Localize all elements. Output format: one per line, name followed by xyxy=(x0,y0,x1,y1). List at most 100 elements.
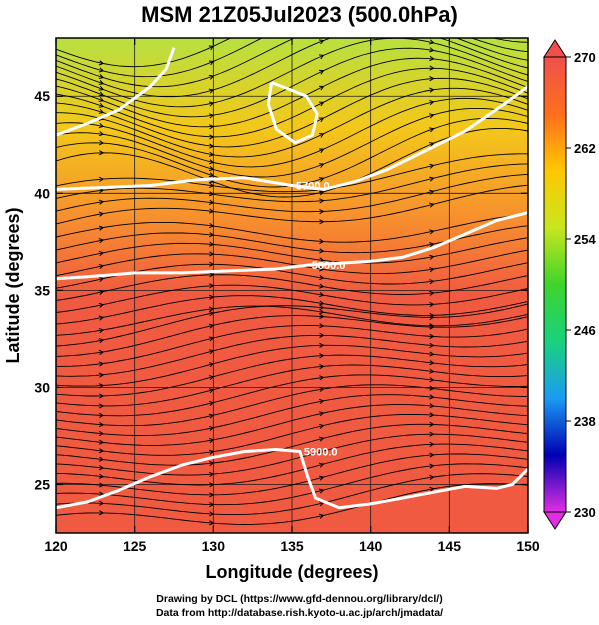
height-contour xyxy=(56,47,176,137)
colorbar-tick-label: 230 xyxy=(574,505,596,520)
streamline xyxy=(56,473,528,516)
streamline-arrow xyxy=(429,142,435,148)
streamline-arrow xyxy=(429,368,435,374)
streamline xyxy=(56,295,528,325)
streamline-arrow xyxy=(429,452,435,458)
streamline-arrow xyxy=(209,261,215,267)
streamline-arrow xyxy=(429,474,435,481)
streamline xyxy=(56,97,528,168)
height-contour xyxy=(56,448,528,510)
streamline-arrow xyxy=(98,456,105,462)
streamline xyxy=(56,394,528,436)
colorbar-scale xyxy=(543,56,567,513)
streamline-arrow xyxy=(319,300,325,306)
streamline xyxy=(56,404,528,446)
streamline-arrow xyxy=(318,54,325,60)
streamline-arrow xyxy=(319,0,323,3)
streamline-arrow xyxy=(98,263,105,269)
streamline-arrow xyxy=(429,441,435,447)
streamline-arrow xyxy=(429,463,435,469)
colorbar-top-triangle xyxy=(543,39,567,58)
credit-line-dcl: Drawing by DCL (https://www.gfd-dennou.o… xyxy=(156,593,443,605)
streamline-arrow xyxy=(429,65,435,71)
streamline xyxy=(56,67,528,138)
credit-line-data: Data from http://database.rish.kyoto-u.a… xyxy=(155,607,444,619)
contour-label: 5700.0 xyxy=(296,181,330,193)
streamline-arrow xyxy=(208,375,215,381)
streamline-arrow xyxy=(208,460,215,467)
streamline xyxy=(56,237,528,264)
streamline-arrow xyxy=(209,232,215,238)
streamline-arrow xyxy=(209,511,215,517)
streamline-arrow xyxy=(319,283,325,289)
streamline-arrow xyxy=(429,39,435,45)
streamline-arrow xyxy=(318,117,325,123)
streamline-arrow xyxy=(319,411,325,417)
streamline-arrow xyxy=(98,225,105,231)
streamline-arrow xyxy=(319,323,325,329)
streamline-arrow xyxy=(429,323,435,329)
streamline xyxy=(56,249,528,277)
streamline xyxy=(56,364,528,407)
streamline-arrow xyxy=(429,47,435,53)
streamline-arrow xyxy=(429,254,435,260)
streamline-arrow xyxy=(98,349,105,356)
streamline-arrow xyxy=(208,323,215,329)
streamline-arrow xyxy=(98,60,105,66)
x-tick-label: 145 xyxy=(438,538,462,554)
x-tick-label: 150 xyxy=(516,538,540,554)
x-tick-label: 120 xyxy=(44,538,68,554)
streamline-arrow xyxy=(429,412,435,418)
streamline-arrow xyxy=(208,241,215,247)
streamline xyxy=(56,284,528,313)
streamline-arrow xyxy=(208,388,215,394)
streamline-arrow xyxy=(98,80,105,85)
streamline-arrow xyxy=(429,33,433,37)
streamline xyxy=(56,443,528,486)
streamline-arrow xyxy=(319,26,323,30)
x-tick-label: 140 xyxy=(359,538,383,554)
streamline xyxy=(56,354,528,397)
streamline-arrow xyxy=(429,377,435,383)
streamline-arrow xyxy=(98,421,105,428)
streamline-arrow xyxy=(98,140,105,146)
colorbar-tick-label: 238 xyxy=(574,414,596,429)
streamline-arrow xyxy=(98,465,105,471)
contour-label: 5800.0 xyxy=(312,260,346,272)
streamline-arrow xyxy=(209,283,215,289)
streamline-arrow xyxy=(318,436,325,442)
height-contour xyxy=(266,81,319,145)
streamline-arrow xyxy=(98,302,105,308)
streamline-arrow xyxy=(319,353,325,359)
streamline-arrow xyxy=(98,74,105,79)
streamline-arrow xyxy=(318,39,325,45)
streamline-arrow xyxy=(208,223,215,229)
streamline-arrow xyxy=(429,55,435,62)
streamline-arrow xyxy=(98,383,105,389)
streamline xyxy=(56,184,528,225)
streamline-arrow xyxy=(319,313,325,319)
streamline-arrow xyxy=(98,211,105,217)
streamline xyxy=(56,344,528,387)
colorbar: 230 238 246 254 262 270 xyxy=(543,39,596,530)
streamline-arrow xyxy=(98,199,105,205)
streamline-arrow xyxy=(429,189,435,195)
y-tick-label: 45 xyxy=(34,88,50,104)
streamline-arrow xyxy=(319,375,325,381)
streamline-arrow xyxy=(208,166,215,171)
streamline-arrow xyxy=(208,413,215,419)
streamline-arrow xyxy=(429,290,435,296)
streamline-arrow xyxy=(98,85,105,91)
streamline-arrow xyxy=(429,301,435,308)
credits: Drawing by DCL (https://www.gfd-dennou.o… xyxy=(0,592,599,620)
streamline-arrow xyxy=(208,336,215,342)
streamline-arrow xyxy=(208,60,215,66)
streamline-arrow xyxy=(429,385,435,391)
streamline-arrow xyxy=(208,520,215,526)
streamline-arrow xyxy=(429,312,435,319)
streamline-arrow xyxy=(429,127,435,133)
streamline-arrow xyxy=(98,328,105,334)
streamline xyxy=(56,303,528,347)
streamline xyxy=(56,57,528,128)
streamline-arrow xyxy=(319,248,325,254)
